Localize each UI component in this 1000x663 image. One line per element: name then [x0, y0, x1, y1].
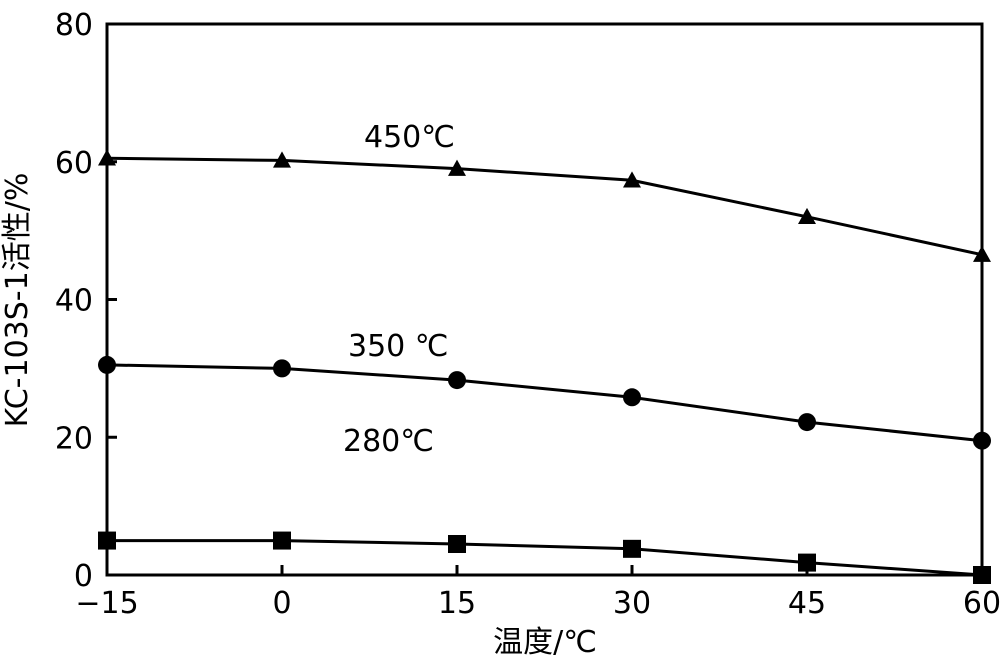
series-0	[98, 149, 991, 262]
data-point-circle	[98, 355, 116, 374]
series-label-350: 350 ℃	[348, 329, 449, 364]
x-tick-label: −15	[75, 586, 138, 621]
data-point-square	[448, 535, 466, 554]
x-tick-label: 0	[272, 586, 291, 621]
x-tick-label: 15	[438, 586, 476, 621]
data-point-triangle	[273, 151, 291, 168]
y-tick-label: 80	[55, 8, 93, 43]
series	[98, 149, 991, 584]
data-point-square	[623, 539, 641, 558]
series-line	[107, 539, 983, 577]
x-tick-label: 45	[788, 586, 826, 621]
data-point-triangle	[623, 171, 641, 188]
data-point-triangle	[98, 149, 116, 166]
plot-frame	[105, 22, 984, 577]
series-line	[106, 156, 983, 257]
data-point-square	[98, 531, 116, 550]
data-point-triangle	[973, 245, 991, 262]
data-point-square	[973, 566, 991, 584]
y-tick-label: 60	[55, 146, 93, 181]
data-point-circle	[623, 388, 641, 407]
y-axis-title: KC-103S-1活性/%	[0, 173, 35, 428]
y-tick-label: 0	[74, 559, 93, 594]
y-tick-label: 40	[55, 284, 93, 319]
x-tick-label: 60	[963, 586, 1000, 621]
series-line	[106, 363, 983, 443]
x-axis-title: 温度/℃	[493, 625, 597, 660]
data-point-circle	[798, 413, 816, 432]
series-2	[98, 531, 991, 584]
axes	[105, 22, 984, 577]
data-point-circle	[448, 371, 466, 390]
y-tick-label: 20	[55, 421, 93, 456]
data-point-triangle	[448, 159, 466, 176]
labels: 温度/℃ KC-103S-1活性/% 450℃ 350 ℃ 280℃	[0, 120, 597, 660]
data-point-square	[273, 531, 291, 550]
data-point-circle	[273, 359, 291, 378]
data-point-triangle	[798, 207, 816, 225]
series-label-450: 450℃	[364, 120, 455, 155]
x-tick-label: 30	[613, 586, 651, 621]
series-1	[98, 355, 991, 450]
series-label-280: 280℃	[343, 424, 434, 459]
data-point-square	[798, 553, 816, 572]
data-point-circle	[973, 431, 991, 450]
